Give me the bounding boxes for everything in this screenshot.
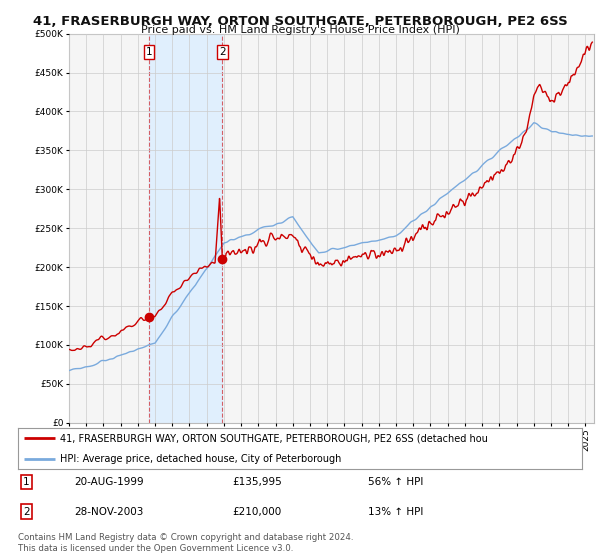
Text: Contains HM Land Registry data © Crown copyright and database right 2024.
This d: Contains HM Land Registry data © Crown c… (18, 533, 353, 553)
Text: 2: 2 (219, 47, 226, 57)
Text: 2: 2 (23, 507, 30, 516)
Text: 1: 1 (23, 477, 30, 487)
Text: 41, FRASERBURGH WAY, ORTON SOUTHGATE, PETERBOROUGH, PE2 6SS (detached hou: 41, FRASERBURGH WAY, ORTON SOUTHGATE, PE… (60, 433, 488, 444)
Text: 1: 1 (145, 47, 152, 57)
Text: Price paid vs. HM Land Registry's House Price Index (HPI): Price paid vs. HM Land Registry's House … (140, 25, 460, 35)
Text: £135,995: £135,995 (232, 477, 282, 487)
Bar (149, 34, 223, 423)
Text: 56% ↑ HPI: 56% ↑ HPI (368, 477, 423, 487)
Text: 28-NOV-2003: 28-NOV-2003 (74, 507, 144, 516)
Text: 20-AUG-1999: 20-AUG-1999 (74, 477, 144, 487)
Text: HPI: Average price, detached house, City of Peterborough: HPI: Average price, detached house, City… (60, 454, 341, 464)
Text: 13% ↑ HPI: 13% ↑ HPI (368, 507, 423, 516)
Text: 41, FRASERBURGH WAY, ORTON SOUTHGATE, PETERBOROUGH, PE2 6SS: 41, FRASERBURGH WAY, ORTON SOUTHGATE, PE… (32, 15, 568, 27)
Text: £210,000: £210,000 (232, 507, 281, 516)
